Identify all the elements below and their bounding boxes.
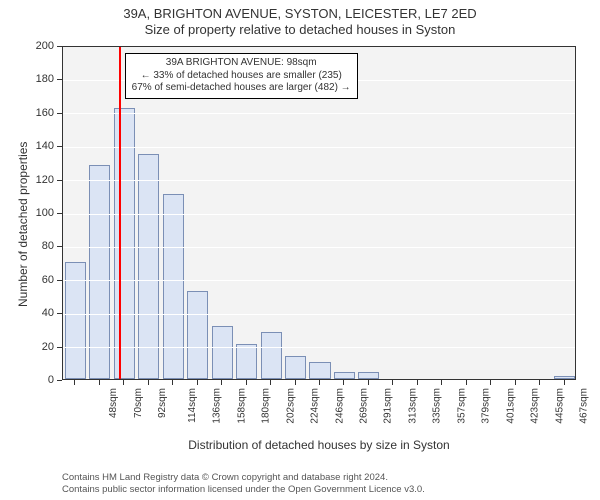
- ytick-mark: [57, 146, 62, 147]
- xtick-label: 114sqm: [187, 388, 198, 423]
- ytick-label: 80: [0, 240, 54, 252]
- histogram-bar: [138, 154, 159, 379]
- xtick-mark: [148, 380, 149, 385]
- ytick-label: 100: [0, 207, 54, 219]
- histogram-bar: [358, 372, 379, 379]
- ytick-mark: [57, 380, 62, 381]
- xtick-mark: [319, 380, 320, 385]
- xtick-label: 445sqm: [554, 388, 565, 424]
- xtick-label: 379sqm: [481, 388, 492, 424]
- copyright-line-2: Contains public sector information licen…: [62, 484, 425, 496]
- ytick-mark: [57, 79, 62, 80]
- xtick-mark: [343, 380, 344, 385]
- gridline: [63, 280, 575, 281]
- ytick-mark: [57, 180, 62, 181]
- histogram-bar: [261, 332, 282, 379]
- xtick-label: 357sqm: [456, 388, 467, 424]
- gridline: [63, 314, 575, 315]
- x-axis-label: Distribution of detached houses by size …: [62, 438, 576, 452]
- ytick-mark: [57, 246, 62, 247]
- xtick-label: 291sqm: [383, 388, 394, 424]
- xtick-mark: [172, 380, 173, 385]
- xtick-label: 158sqm: [236, 388, 247, 424]
- ytick-label: 200: [0, 40, 54, 52]
- histogram-bar: [309, 362, 330, 379]
- gridline: [63, 247, 575, 248]
- chart-container: 39A, BRIGHTON AVENUE, SYSTON, LEICESTER,…: [0, 0, 600, 500]
- annotation-line: 39A BRIGHTON AVENUE: 98sqm: [132, 57, 351, 70]
- plot-area: 39A BRIGHTON AVENUE: 98sqm← 33% of detac…: [62, 46, 576, 380]
- copyright-line-1: Contains HM Land Registry data © Crown c…: [62, 472, 425, 484]
- xtick-label: 313sqm: [408, 388, 419, 424]
- xtick-label: 136sqm: [212, 388, 223, 424]
- xtick-mark: [515, 380, 516, 385]
- xtick-mark: [221, 380, 222, 385]
- xtick-mark: [539, 380, 540, 385]
- xtick-label: 401sqm: [505, 388, 516, 424]
- histogram-bar: [114, 108, 135, 379]
- xtick-label: 423sqm: [530, 388, 541, 424]
- histogram-bar: [236, 344, 257, 379]
- xtick-label: 70sqm: [133, 388, 144, 418]
- ytick-mark: [57, 113, 62, 114]
- xtick-label: 224sqm: [310, 388, 321, 424]
- copyright-notice: Contains HM Land Registry data © Crown c…: [62, 472, 425, 496]
- ytick-mark: [57, 313, 62, 314]
- annotation-line: ← 33% of detached houses are smaller (23…: [132, 70, 351, 83]
- ytick-mark: [57, 213, 62, 214]
- xtick-mark: [392, 380, 393, 385]
- ytick-label: 20: [0, 341, 54, 353]
- xtick-mark: [490, 380, 491, 385]
- histogram-bar: [285, 356, 306, 379]
- xtick-label: 92sqm: [157, 388, 168, 418]
- ytick-mark: [57, 280, 62, 281]
- xtick-label: 269sqm: [359, 388, 370, 424]
- ytick-mark: [57, 347, 62, 348]
- histogram-bar: [212, 326, 233, 379]
- xtick-mark: [295, 380, 296, 385]
- xtick-mark: [74, 380, 75, 385]
- ytick-label: 40: [0, 307, 54, 319]
- xtick-label: 180sqm: [261, 388, 272, 424]
- histogram-bar: [554, 376, 575, 379]
- xtick-mark: [270, 380, 271, 385]
- xtick-label: 202sqm: [285, 388, 296, 424]
- histogram-bar: [334, 372, 355, 379]
- xtick-label: 48sqm: [108, 388, 119, 418]
- ytick-label: 160: [0, 107, 54, 119]
- xtick-mark: [466, 380, 467, 385]
- gridline: [63, 180, 575, 181]
- ytick-label: 140: [0, 140, 54, 152]
- xtick-mark: [368, 380, 369, 385]
- gridline: [63, 347, 575, 348]
- chart-title-sub: Size of property relative to detached ho…: [0, 22, 600, 38]
- xtick-mark: [246, 380, 247, 385]
- chart-title-main: 39A, BRIGHTON AVENUE, SYSTON, LEICESTER,…: [0, 6, 600, 22]
- ytick-label: 180: [0, 73, 54, 85]
- ytick-mark: [57, 46, 62, 47]
- gridline: [63, 113, 575, 114]
- xtick-mark: [564, 380, 565, 385]
- annotation-line: 67% of semi-detached houses are larger (…: [132, 82, 351, 95]
- ytick-label: 0: [0, 374, 54, 386]
- reference-line: [119, 47, 121, 379]
- xtick-mark: [123, 380, 124, 385]
- gridline: [63, 147, 575, 148]
- xtick-label: 246sqm: [334, 388, 345, 424]
- xtick-mark: [197, 380, 198, 385]
- gridline: [63, 214, 575, 215]
- title-block: 39A, BRIGHTON AVENUE, SYSTON, LEICESTER,…: [0, 0, 600, 39]
- xtick-mark: [99, 380, 100, 385]
- ytick-label: 120: [0, 174, 54, 186]
- xtick-label: 335sqm: [432, 388, 443, 424]
- xtick-mark: [417, 380, 418, 385]
- histogram-bar: [187, 291, 208, 380]
- histogram-bar: [163, 194, 184, 379]
- ytick-label: 60: [0, 274, 54, 286]
- annotation-box: 39A BRIGHTON AVENUE: 98sqm← 33% of detac…: [125, 53, 358, 99]
- xtick-mark: [441, 380, 442, 385]
- xtick-label: 467sqm: [579, 388, 590, 424]
